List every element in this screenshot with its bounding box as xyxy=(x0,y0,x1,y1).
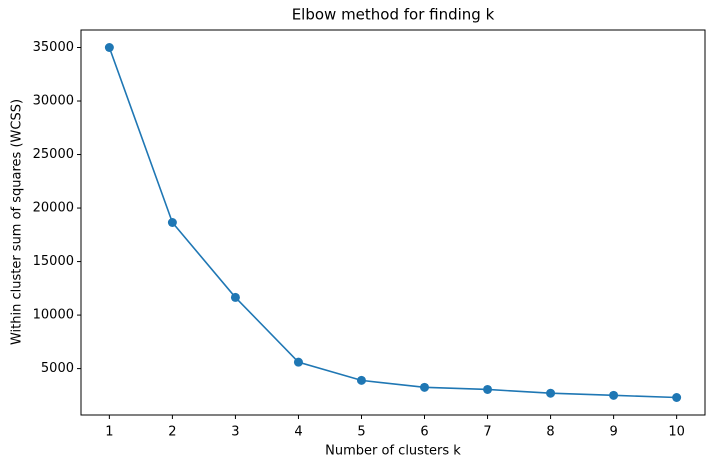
x-tick-label: 1 xyxy=(105,425,113,440)
data-point xyxy=(609,390,619,400)
y-axis-label: Within cluster sum of squares (WCSS) xyxy=(10,99,25,345)
x-tick-label: 5 xyxy=(357,425,365,440)
data-point xyxy=(483,384,493,394)
plot-frame xyxy=(80,29,706,416)
y-tick-label: 10000 xyxy=(33,308,74,323)
x-tick-label: 6 xyxy=(420,425,428,440)
x-tick-label: 9 xyxy=(609,425,617,440)
x-tick-label: 10 xyxy=(668,425,685,440)
x-tick-label: 3 xyxy=(231,425,239,440)
data-point xyxy=(230,292,240,302)
data-line xyxy=(108,47,677,399)
x-axis-label: Number of clusters k xyxy=(325,444,461,459)
x-tick-label: 7 xyxy=(483,425,491,440)
data-point xyxy=(104,43,114,52)
y-tick-label: 30000 xyxy=(33,94,74,109)
data-point xyxy=(546,388,556,398)
data-point xyxy=(356,375,366,385)
y-tick-label: 35000 xyxy=(33,40,74,55)
data-point xyxy=(420,382,430,392)
x-tick-label: 8 xyxy=(546,425,554,440)
y-tick-label: 20000 xyxy=(33,201,74,216)
x-tick-label: 2 xyxy=(168,425,176,440)
y-tick-label: 5000 xyxy=(41,361,74,376)
data-point xyxy=(167,218,177,227)
y-tick-label: 25000 xyxy=(33,147,74,162)
x-tick-label: 4 xyxy=(294,425,302,440)
y-tick-label: 15000 xyxy=(33,254,74,269)
chart-title: Elbow method for finding k xyxy=(292,6,495,24)
data-point xyxy=(293,357,303,367)
data-point xyxy=(672,393,682,402)
